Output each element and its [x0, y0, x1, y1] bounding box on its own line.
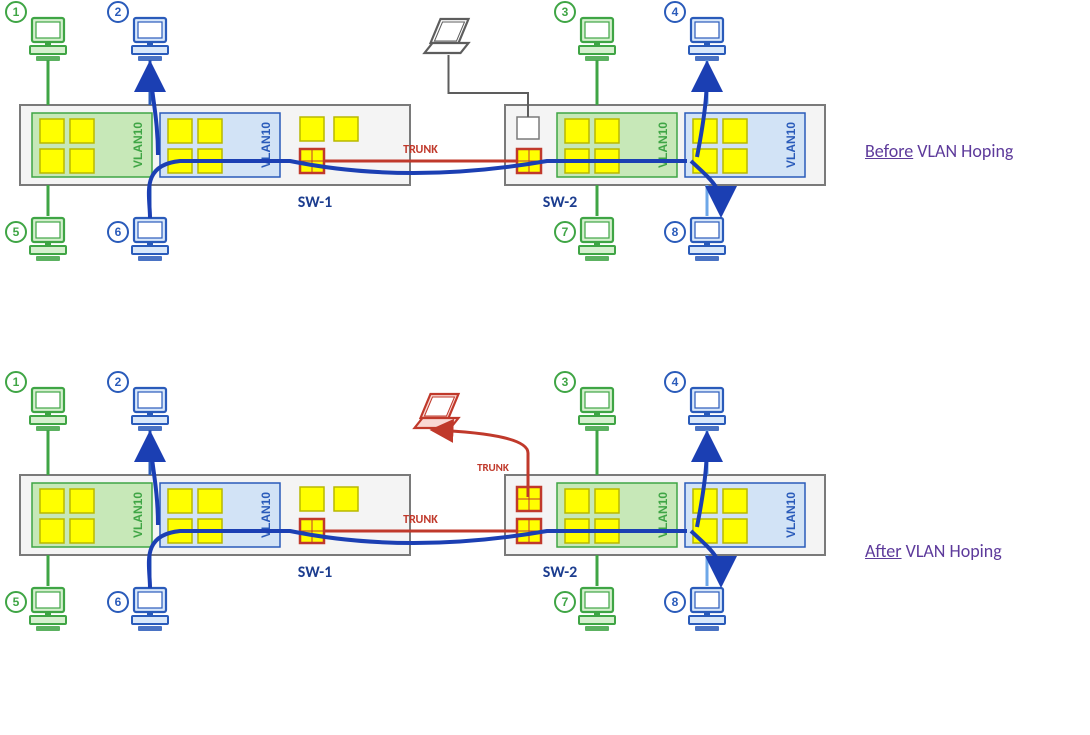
switch-port-icon	[565, 119, 589, 143]
switch-port-icon	[723, 519, 747, 543]
pc-7	[579, 218, 615, 261]
pc-2	[132, 18, 168, 61]
sw2-label: SW-2	[543, 193, 577, 212]
pc-badge: 7	[555, 592, 575, 612]
pc-5	[30, 588, 66, 631]
switch-port-icon	[168, 119, 192, 143]
caption-after-underline: After	[865, 540, 902, 562]
switch-port-icon	[693, 489, 717, 513]
pc-4	[689, 18, 725, 61]
switch-port-icon	[693, 119, 717, 143]
sw2-label: SW-2	[543, 563, 577, 582]
pc-badge: 5	[6, 222, 26, 242]
caption-before: Before VLAN Hoping	[865, 140, 1013, 162]
switch-port-icon	[565, 489, 589, 513]
svg-text:2: 2	[115, 5, 122, 19]
switch-port-icon	[168, 489, 192, 513]
switch-port-icon	[70, 489, 94, 513]
svg-text:2: 2	[115, 375, 122, 389]
svg-text:5: 5	[13, 225, 20, 239]
sw1-label: SW-1	[298, 563, 332, 582]
trunk-label: TRUNK	[403, 143, 438, 157]
switch-port-icon	[70, 149, 94, 173]
pc-5	[30, 218, 66, 261]
pc-badge: 2	[108, 2, 128, 22]
pc-badge: 1	[6, 372, 26, 392]
vlan-label: VLAN10	[784, 492, 798, 538]
pc-badge: 4	[665, 2, 685, 22]
pc-7	[579, 588, 615, 631]
pc-badge: 6	[108, 222, 128, 242]
pc-1	[30, 388, 66, 431]
switch-port-icon	[723, 149, 747, 173]
switch-port-icon	[40, 489, 64, 513]
pc-badge: 1	[6, 2, 26, 22]
svg-text:1: 1	[13, 375, 20, 389]
svg-text:3: 3	[562, 375, 569, 389]
trunk-label: TRUNK	[403, 513, 438, 527]
svg-text:3: 3	[562, 5, 569, 19]
pc-3	[579, 388, 615, 431]
vlan-label: VLAN10	[131, 122, 145, 168]
pc-badge: 2	[108, 372, 128, 392]
switch-port-icon	[70, 519, 94, 543]
switch-port-icon	[40, 519, 64, 543]
switch-port-icon	[198, 119, 222, 143]
svg-text:8: 8	[672, 595, 679, 609]
pc-badge: 4	[665, 372, 685, 392]
trunk-label-2: TRUNK	[477, 461, 509, 474]
caption-before-underline: Before	[865, 140, 913, 162]
vlan-label: VLAN10	[784, 122, 798, 168]
pc-8	[689, 218, 725, 261]
attacker-laptop	[425, 19, 469, 53]
svg-text:1: 1	[13, 5, 20, 19]
caption-before-rest: VLAN Hoping	[913, 140, 1013, 162]
sw1-label: SW-1	[298, 193, 332, 212]
pc-badge: 8	[665, 222, 685, 242]
pc-6	[132, 588, 168, 631]
switch-port-icon	[70, 119, 94, 143]
attacker-laptop	[415, 394, 459, 428]
pc-badge: 6	[108, 592, 128, 612]
pc-badge: 3	[555, 372, 575, 392]
switch-port-icon	[300, 487, 324, 511]
vlan-label: VLAN10	[131, 492, 145, 538]
pc-badge: 7	[555, 222, 575, 242]
switch-port-icon	[334, 117, 358, 141]
open-port-icon	[517, 117, 539, 139]
pc-badge: 8	[665, 592, 685, 612]
svg-text:6: 6	[115, 225, 122, 239]
switch-port-icon	[723, 119, 747, 143]
svg-text:4: 4	[672, 375, 679, 389]
svg-text:6: 6	[115, 595, 122, 609]
switch-port-icon	[300, 117, 324, 141]
pc-3	[579, 18, 615, 61]
diagram-canvas: VLAN10 VLAN10 VLAN10 VLAN10 SW-1 SW-2 1 2 3 4 5 6 7 8…	[0, 0, 1090, 735]
pc-badge: 3	[555, 2, 575, 22]
switch-port-icon	[595, 489, 619, 513]
svg-text:5: 5	[13, 595, 20, 609]
pc-2	[132, 388, 168, 431]
switch-port-icon	[40, 149, 64, 173]
pc-6	[132, 218, 168, 261]
switch-port-icon	[40, 119, 64, 143]
switch-port-icon	[723, 489, 747, 513]
switch-port-icon	[334, 487, 358, 511]
pc-1	[30, 18, 66, 61]
caption-after-rest: VLAN Hoping	[902, 540, 1002, 562]
switch-port-icon	[198, 489, 222, 513]
svg-text:4: 4	[672, 5, 679, 19]
svg-text:8: 8	[672, 225, 679, 239]
pc-badge: 5	[6, 592, 26, 612]
svg-text:7: 7	[562, 225, 569, 239]
switch-port-icon	[595, 119, 619, 143]
svg-text:7: 7	[562, 595, 569, 609]
pc-4	[689, 388, 725, 431]
pc-8	[689, 588, 725, 631]
caption-after: After VLAN Hoping	[865, 540, 1002, 562]
